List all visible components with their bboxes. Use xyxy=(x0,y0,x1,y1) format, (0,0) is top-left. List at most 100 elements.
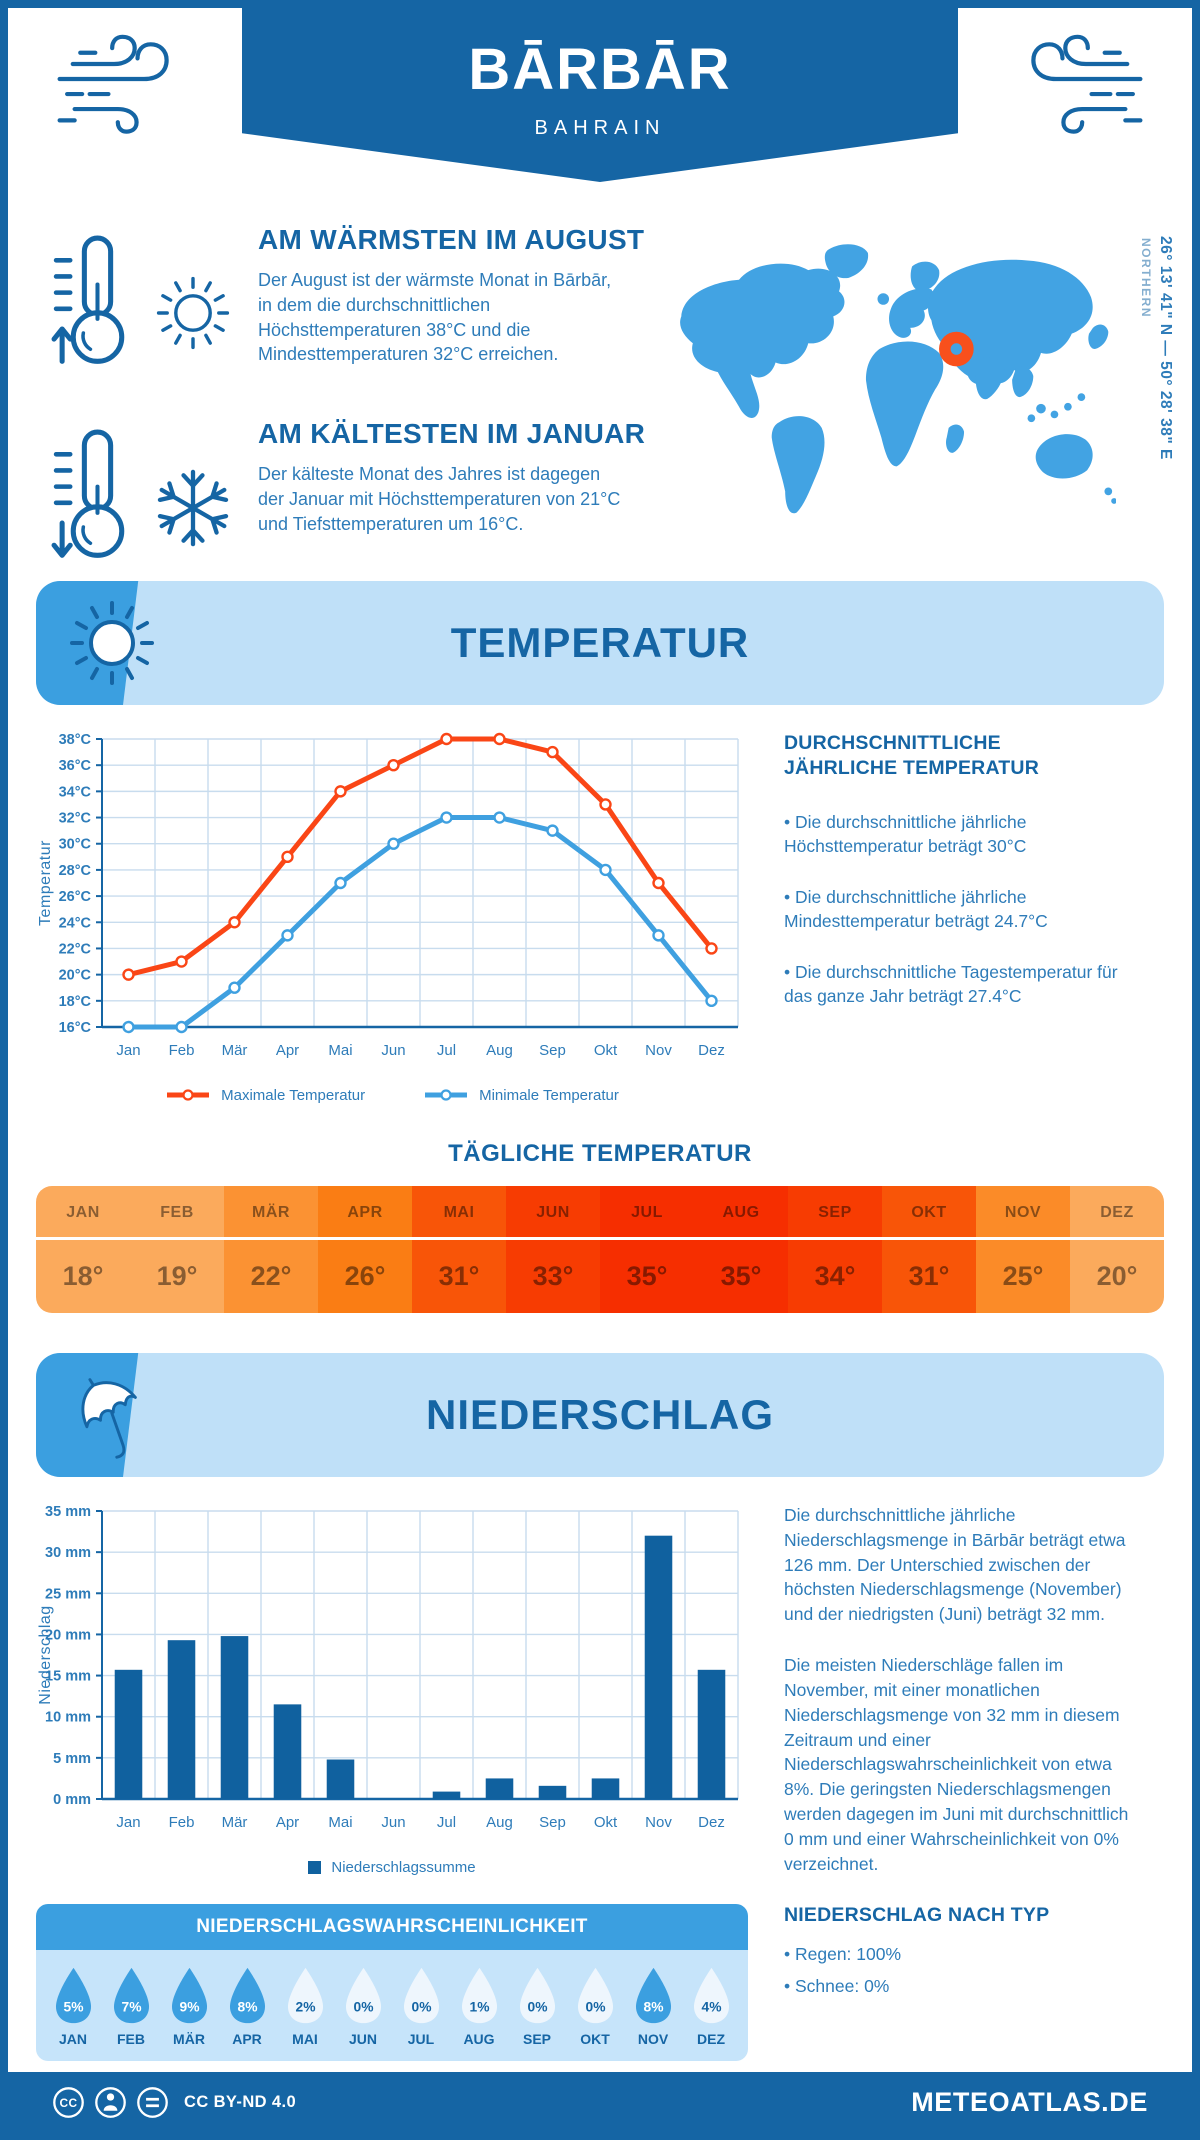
min-line-swatch xyxy=(425,1089,468,1101)
svg-text:32°C: 32°C xyxy=(59,810,92,826)
svg-text:5%: 5% xyxy=(63,1998,83,2014)
warmest-text: Der August ist der wärmste Monat in Bārb… xyxy=(258,270,612,365)
cc-nd-icon xyxy=(137,2086,168,2118)
droplet-icon: 8% xyxy=(229,1967,265,2023)
svg-text:30 mm: 30 mm xyxy=(45,1545,91,1561)
coldest-month-fact: AM KÄLTESTEN IM JANUAR Der kälteste Mona… xyxy=(50,412,650,562)
precipitation-probability-row: 5% JAN 7% FEB 9% MÄR 8% APR 2% MAI 0% JUN 0% JUL 1% AUG… xyxy=(36,1949,748,2061)
svg-text:Sep: Sep xyxy=(539,1814,566,1831)
svg-text:Feb: Feb xyxy=(169,1814,195,1831)
precipitation-paragraphs: Die durchschnittliche jährliche Niedersc… xyxy=(784,1503,1162,1877)
text-item: • Schnee: 0% xyxy=(784,1976,890,1997)
temperature-banner: TEMPERATUR xyxy=(36,580,1164,705)
license-block: CC CC BY-ND 4.0 xyxy=(52,2086,296,2119)
svg-text:18°C: 18°C xyxy=(59,994,92,1010)
svg-text:10 mm: 10 mm xyxy=(45,1710,91,1726)
daily-temperature-table: JAN 18° FEB 19° MÄR 22° APR 26° MAI 31° JUN 33° JUL 3… xyxy=(36,1185,1164,1313)
title-banner: BĀRBĀR BAHRAIN xyxy=(242,8,958,182)
precipitation-bar-chart: 0 mm 5 mm 10 mm 15 mm 20 mm 25 mm 30 mm 35 mm Ja… xyxy=(37,1504,739,1831)
annual-temperature-panel: DURCHSCHNITTLICHE JÄHRLICHE TEMPERATUR •… xyxy=(784,723,1162,1104)
svg-text:36°C: 36°C xyxy=(59,758,92,774)
probability-droplet: 4% DEZ xyxy=(682,1966,740,2047)
svg-text:Aug: Aug xyxy=(486,1814,513,1831)
probability-droplet: 0% SEP xyxy=(508,1966,566,2047)
svg-text:5 mm: 5 mm xyxy=(53,1751,91,1767)
precipitation-banner: NIEDERSCHLAG xyxy=(36,1352,1164,1477)
umbrella-icon xyxy=(81,1378,137,1459)
coldest-heading: AM KÄLTESTEN IM JANUAR xyxy=(258,418,646,450)
daily-temp-cell: APR 26° xyxy=(318,1185,412,1313)
temperature-content: 16°C 18°C 20°C 22°C 24°C 26°C 28°C 30°C 32°C 34°C… xyxy=(8,709,1192,1104)
droplet-icon: 0% xyxy=(403,1967,439,2023)
svg-text:38°C: 38°C xyxy=(59,732,92,748)
svg-text:Sep: Sep xyxy=(539,1042,566,1059)
probability-droplet: 5% JAN xyxy=(44,1966,102,2047)
text-item: Die meisten Niederschläge fallen im Nove… xyxy=(784,1655,1129,1874)
droplet-icon: 8% xyxy=(635,1967,671,2023)
svg-text:Aug: Aug xyxy=(486,1042,513,1059)
annual-temperature-heading: DURCHSCHNITTLICHE JÄHRLICHE TEMPERATUR xyxy=(784,731,1039,780)
legend-item-precip: Niederschlagssumme xyxy=(308,1858,476,1876)
svg-text:26°C: 26°C xyxy=(59,889,92,905)
annual-temperature-stats: • Die durchschnittliche jährliche Höchst… xyxy=(784,810,1162,1009)
precipitation-type-block: NIEDERSCHLAG NACH TYP • Regen: 100% • Sch… xyxy=(784,1903,1162,1999)
temperature-legend: Maximale Temperatur Minimale Temperatur xyxy=(36,1087,748,1104)
text-item: • Die durchschnittliche jährliche Höchst… xyxy=(784,811,1027,857)
wind-icon xyxy=(1031,34,1143,134)
svg-text:0%: 0% xyxy=(585,1998,605,2014)
droplet-icon: 0% xyxy=(519,1967,555,2023)
daily-temp-cell: MÄR 22° xyxy=(224,1185,318,1313)
text-item: Die durchschnittliche jährliche Niedersc… xyxy=(784,1504,1126,1625)
svg-text:Jun: Jun xyxy=(381,1042,405,1059)
cc-icon: CC xyxy=(53,2086,84,2118)
location-marker xyxy=(939,331,974,367)
intro-section: AM WÄRMSTEN IM AUGUST Der August ist der… xyxy=(8,194,1192,577)
svg-text:Feb: Feb xyxy=(169,1042,195,1059)
thermometer-down-icon xyxy=(51,429,125,559)
thermometer-up-icon xyxy=(51,235,125,364)
droplet-icon: 5% xyxy=(55,1967,91,2023)
daily-temp-cell: NOV 25° xyxy=(976,1185,1070,1313)
droplet-icon: 0% xyxy=(345,1967,381,2023)
svg-text:Apr: Apr xyxy=(276,1814,299,1831)
svg-text:0%: 0% xyxy=(527,1998,547,2014)
svg-text:Dez: Dez xyxy=(698,1814,725,1831)
svg-text:Niederschlag: Niederschlag xyxy=(37,1605,54,1704)
precipitation-content: 0 mm 5 mm 10 mm 15 mm 20 mm 25 mm 30 mm 35 mm Ja… xyxy=(8,1481,1192,2061)
precipitation-section-title: NIEDERSCHLAG xyxy=(425,1390,775,1438)
snowflake-icon xyxy=(150,469,236,546)
precipitation-type-list: • Regen: 100% • Schnee: 0% xyxy=(784,1942,1162,1999)
warmest-month-fact: AM WÄRMSTEN IM AUGUST Der August ist der… xyxy=(50,218,650,368)
daily-temp-cell: FEB 19° xyxy=(130,1185,224,1313)
precipitation-probability: NIEDERSCHLAGSWAHRSCHEINLICHKEIT 5% JAN 7% F… xyxy=(36,1903,748,2061)
svg-text:7%: 7% xyxy=(121,1998,141,2014)
daily-temp-cell: SEP 34° xyxy=(788,1185,882,1313)
svg-text:CC: CC xyxy=(60,2096,78,2110)
coordinates-label: 26° 13' 41" N — 50° 28' 38" E xyxy=(1157,236,1174,460)
svg-text:Apr: Apr xyxy=(276,1042,299,1059)
svg-text:9%: 9% xyxy=(179,1998,199,2014)
daily-temp-cell: AUG 35° xyxy=(694,1185,788,1313)
svg-text:8%: 8% xyxy=(237,1998,257,2014)
daily-temp-cell: JUN 33° xyxy=(506,1185,600,1313)
legend-label-precip: Niederschlagssumme xyxy=(331,1858,476,1876)
header: BĀRBĀR BAHRAIN xyxy=(8,8,1192,194)
cc-attribution-icon xyxy=(95,2086,126,2118)
probability-heading: NIEDERSCHLAGSWAHRSCHEINLICHKEIT xyxy=(36,1903,748,1950)
probability-droplet: 2% MAI xyxy=(276,1966,334,2047)
legend-item-min: Minimale Temperatur xyxy=(423,1087,619,1104)
probability-droplet: 0% OKT xyxy=(566,1966,624,2047)
probability-droplet: 8% NOV xyxy=(624,1966,682,2047)
svg-text:Mär: Mär xyxy=(222,1814,248,1831)
droplet-icon: 1% xyxy=(461,1967,497,2023)
droplet-icon: 7% xyxy=(113,1967,149,2023)
probability-droplet: 7% FEB xyxy=(102,1966,160,2047)
svg-text:Jul: Jul xyxy=(437,1042,456,1059)
probability-droplet: 1% AUG xyxy=(450,1966,508,2047)
world-map xyxy=(680,244,1116,514)
daily-temperature-heading: TÄGLICHE TEMPERATUR xyxy=(448,1139,752,1167)
svg-text:Jan: Jan xyxy=(116,1042,140,1059)
svg-text:30°C: 30°C xyxy=(59,837,92,853)
sun-icon xyxy=(156,277,230,350)
precipitation-type-heading: NIEDERSCHLAG NACH TYP xyxy=(784,1903,1050,1926)
